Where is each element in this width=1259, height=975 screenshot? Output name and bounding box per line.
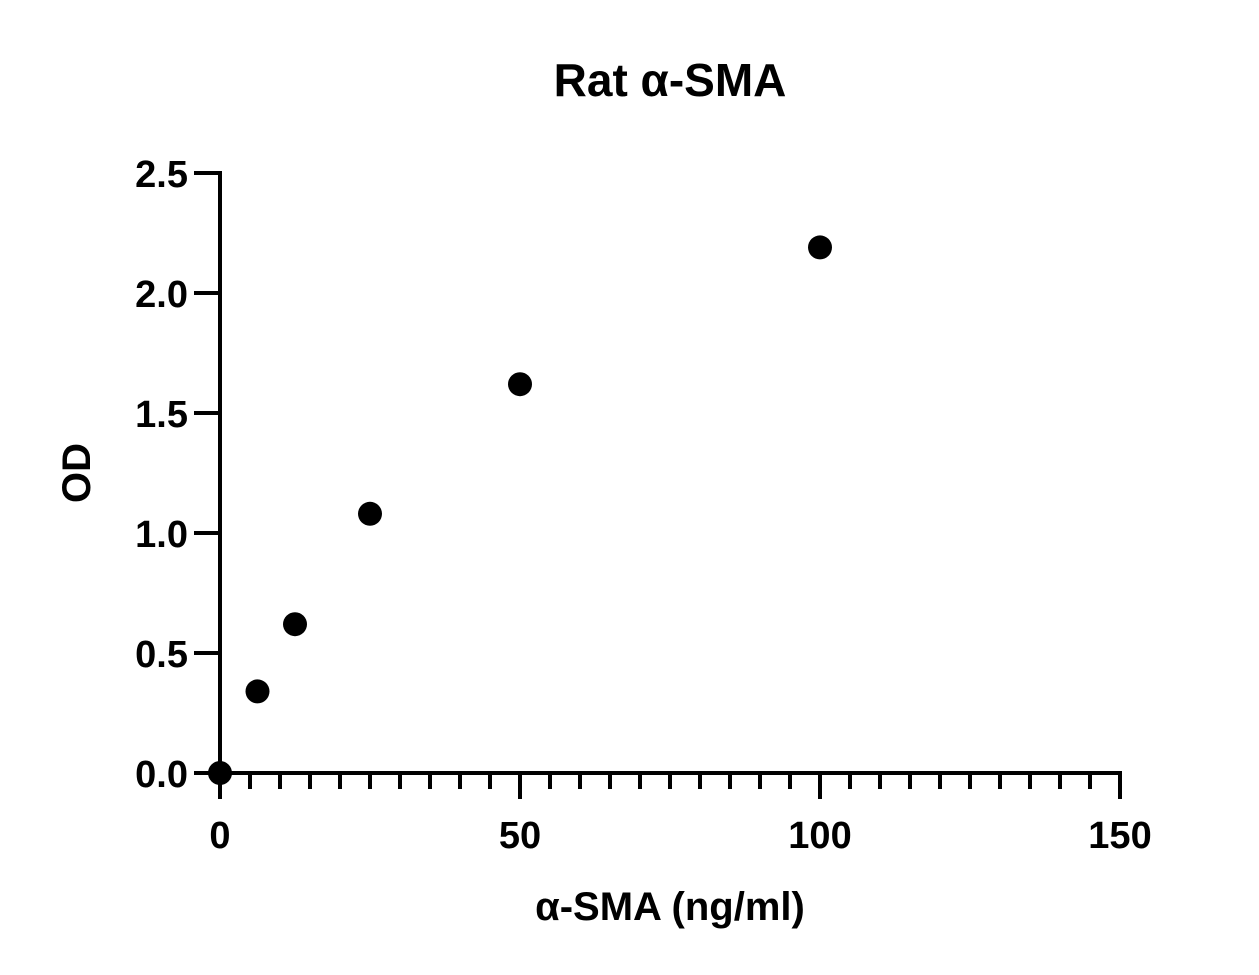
x-tick-label: 0 xyxy=(209,815,230,857)
y-tick-label: 1.5 xyxy=(135,394,188,436)
x-tick-label: 100 xyxy=(788,815,851,857)
x-tick-label: 50 xyxy=(499,815,541,857)
y-tick-label: 1.0 xyxy=(135,514,188,556)
data-point xyxy=(808,235,832,260)
data-point xyxy=(358,501,382,526)
data-point xyxy=(508,372,532,397)
data-point xyxy=(245,679,270,704)
y-tick-label: 0.5 xyxy=(135,634,188,676)
x-axis-label: α-SMA (ng/ml) xyxy=(535,885,805,929)
x-tick-label: 150 xyxy=(1088,815,1151,857)
y-axis-label: OD xyxy=(55,443,99,503)
y-tick-label: 2.0 xyxy=(135,274,188,316)
y-tick-label: 2.5 xyxy=(135,154,188,196)
y-tick-label: 0.0 xyxy=(135,754,188,796)
data-point xyxy=(208,761,232,785)
data-point xyxy=(283,612,307,637)
chart-title: Rat α-SMA xyxy=(554,54,787,106)
